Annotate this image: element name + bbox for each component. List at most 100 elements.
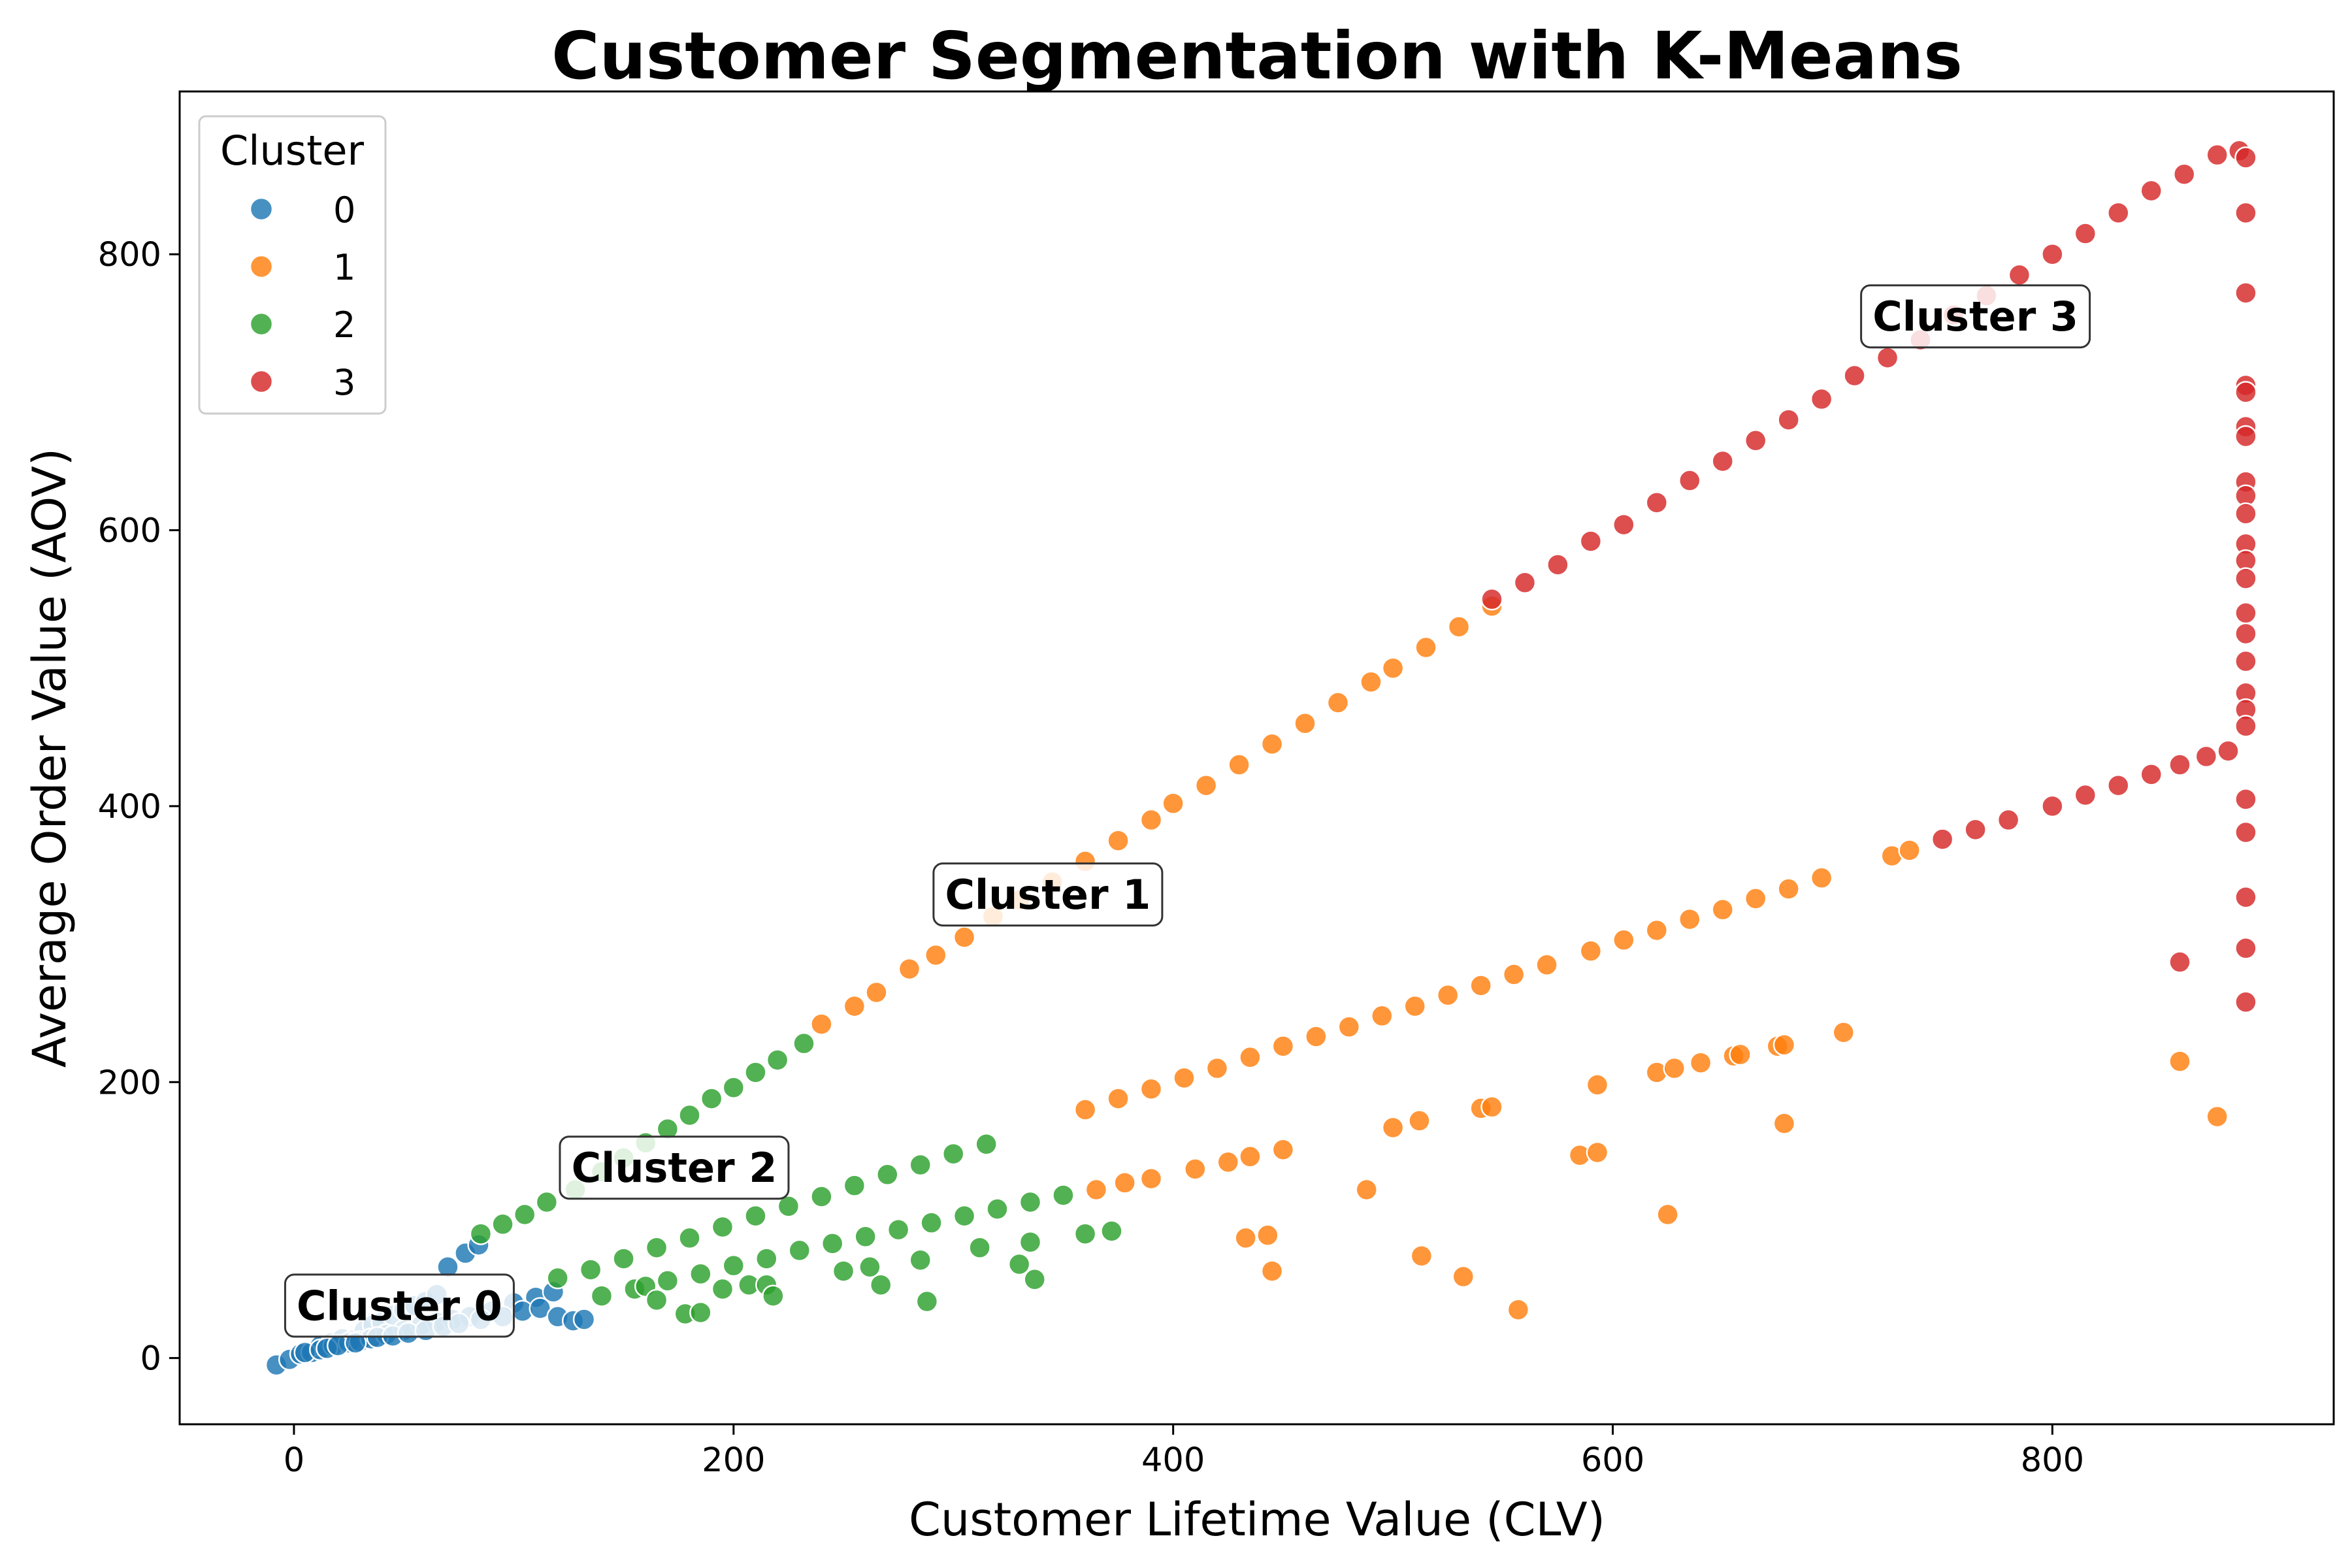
data-point-cluster-3 (2140, 763, 2163, 786)
data-point-cluster-2 (762, 1284, 785, 1307)
data-point-cluster-2 (535, 1190, 559, 1214)
data-point-cluster-2 (832, 1260, 855, 1282)
data-point-cluster-3 (2107, 201, 2130, 225)
y-tick-label: 800 (98, 236, 161, 274)
data-point-cluster-2 (513, 1203, 536, 1226)
data-point-cluster-3 (2234, 282, 2257, 304)
data-point-cluster-3 (1810, 387, 1833, 411)
data-point-cluster-1 (1663, 1056, 1686, 1080)
data-point-cluster-1 (1113, 1171, 1136, 1194)
data-point-cluster-1 (1898, 839, 1921, 862)
data-point-cluster-0 (572, 1308, 596, 1331)
data-point-cluster-2 (909, 1249, 932, 1271)
data-point-cluster-1 (1217, 1151, 1240, 1174)
data-point-cluster-1 (1408, 1109, 1431, 1132)
legend-label: 0 (333, 189, 355, 231)
data-point-cluster-3 (2234, 649, 2257, 673)
data-point-cluster-3 (2074, 783, 2097, 807)
annotation-label: Cluster 3 (1872, 293, 2078, 340)
data-point-cluster-2 (1007, 1252, 1031, 1276)
data-point-cluster-2 (777, 1195, 800, 1218)
data-point-cluster-2 (722, 1254, 745, 1277)
data-point-cluster-2 (590, 1284, 613, 1307)
annotation-label: Cluster 1 (945, 871, 1151, 919)
data-point-cluster-1 (1777, 877, 1800, 900)
data-point-cluster-2 (854, 1225, 877, 1249)
data-point-cluster-1 (1073, 1098, 1097, 1121)
data-point-cluster-1 (1228, 753, 1250, 776)
data-point-cluster-2 (792, 1032, 815, 1055)
data-point-cluster-3 (1513, 571, 1537, 595)
x-tick-label: 400 (1141, 1441, 1205, 1480)
data-point-cluster-3 (1876, 346, 1899, 369)
y-axis-label: Average Order Value (AOV) (23, 448, 76, 1068)
data-point-cluster-3 (2234, 146, 2257, 169)
data-point-cluster-3 (2041, 794, 2064, 818)
data-point-cluster-2 (722, 1076, 745, 1099)
data-point-cluster-2 (1023, 1268, 1046, 1291)
data-point-cluster-2 (700, 1087, 723, 1110)
data-point-cluster-1 (953, 926, 976, 949)
data-point-cluster-3 (2234, 886, 2257, 909)
data-point-cluster-3 (2195, 745, 2218, 768)
legend-label: 2 (333, 304, 355, 346)
data-point-cluster-3 (2234, 201, 2257, 225)
data-point-cluster-1 (1480, 1096, 1503, 1119)
data-point-cluster-1 (1381, 1116, 1405, 1139)
x-tick-label: 800 (2021, 1441, 2084, 1480)
x-tick-label: 0 (284, 1441, 304, 1480)
data-point-cluster-1 (1586, 1073, 1609, 1096)
data-point-cluster-3 (2234, 990, 2257, 1014)
data-point-cluster-1 (1502, 963, 1526, 986)
x-axis-label: Customer Lifetime Value (CLV) (909, 1493, 1605, 1546)
data-point-cluster-2 (876, 1163, 899, 1186)
data-point-cluster-1 (1414, 636, 1437, 659)
data-point-cluster-3 (2234, 715, 2257, 738)
data-point-cluster-1 (1832, 1021, 1855, 1044)
data-point-cluster-3 (1964, 818, 1987, 841)
data-point-cluster-1 (1645, 919, 1669, 942)
data-point-cluster-3 (2041, 242, 2064, 266)
data-point-cluster-3 (2008, 263, 2031, 287)
data-point-cluster-1 (1139, 1167, 1163, 1190)
data-point-cluster-3 (2234, 622, 2257, 645)
annotation-box (284, 1273, 515, 1338)
data-point-cluster-3 (2168, 753, 2191, 776)
data-point-cluster-1 (1294, 711, 1316, 735)
data-point-cluster-1 (1772, 1034, 1796, 1056)
data-point-cluster-1 (1234, 1226, 1257, 1250)
data-point-cluster-1 (1656, 1203, 1679, 1226)
data-point-cluster-1 (1305, 1025, 1328, 1048)
data-point-cluster-1 (1139, 808, 1163, 832)
data-point-cluster-3 (2234, 937, 2257, 960)
data-point-cluster-3 (2234, 821, 2257, 844)
data-point-cluster-1 (1535, 953, 1558, 977)
legend-marker (249, 369, 274, 394)
data-point-cluster-1 (1586, 1141, 1609, 1164)
data-point-cluster-3 (1612, 513, 1635, 536)
data-point-cluster-1 (1403, 994, 1426, 1018)
legend-marker (249, 197, 274, 221)
data-point-cluster-1 (1107, 829, 1130, 852)
data-point-cluster-1 (1326, 691, 1350, 714)
data-point-cluster-1 (1173, 1066, 1196, 1090)
data-point-cluster-3 (1744, 429, 1767, 452)
data-point-cluster-1 (810, 1013, 833, 1036)
data-point-cluster-3 (1645, 491, 1669, 514)
data-point-cluster-2 (953, 1204, 976, 1228)
data-point-cluster-1 (1085, 1178, 1108, 1201)
data-point-cluster-2 (887, 1218, 910, 1241)
data-point-cluster-1 (1689, 1051, 1712, 1074)
data-point-cluster-2 (579, 1258, 602, 1281)
data-point-cluster-1 (898, 957, 921, 981)
data-point-cluster-1 (1772, 1112, 1796, 1135)
plot-frame (178, 90, 2335, 1426)
data-point-cluster-2 (645, 1288, 668, 1312)
data-point-cluster-1 (1729, 1043, 1752, 1066)
data-point-cluster-1 (1184, 1158, 1207, 1181)
data-point-cluster-1 (1744, 887, 1767, 910)
data-point-cluster-1 (865, 981, 888, 1004)
annotations-layer: Cluster 0 Cluster 1 Cluster 2 Cluster 3 (284, 284, 2091, 1338)
legend-marker (249, 254, 274, 279)
data-point-cluster-1 (1371, 1004, 1394, 1028)
